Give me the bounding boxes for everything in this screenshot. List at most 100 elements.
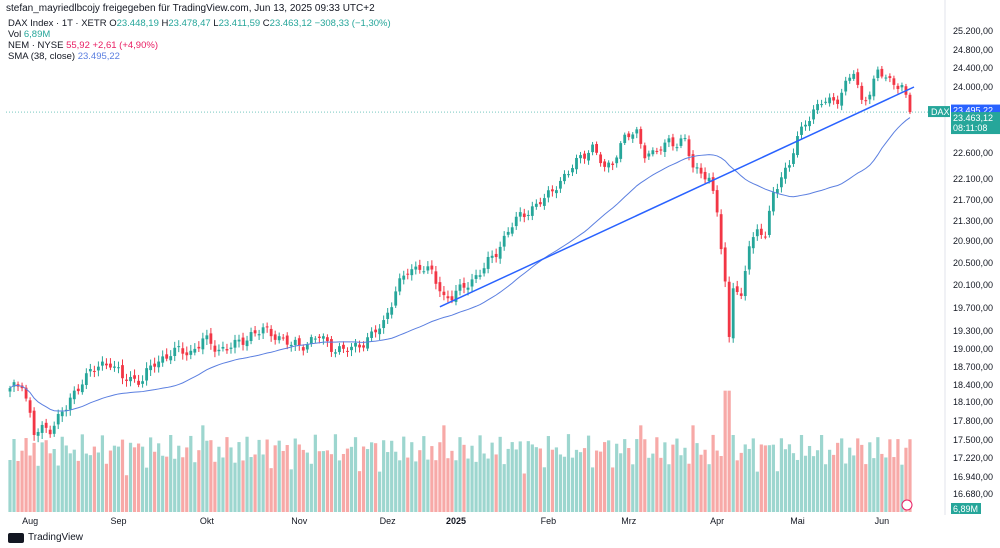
volume-bar bbox=[582, 448, 587, 512]
volume-bar bbox=[767, 445, 771, 512]
volume-bar bbox=[149, 437, 153, 512]
candle-body bbox=[265, 326, 269, 328]
candle-body bbox=[534, 203, 538, 207]
volume-bar bbox=[603, 442, 607, 512]
volume-bar bbox=[647, 457, 651, 512]
candle-body bbox=[414, 266, 418, 270]
volume-bar bbox=[414, 461, 418, 512]
candle-body bbox=[350, 346, 353, 351]
candle-body bbox=[56, 413, 60, 425]
candle-body bbox=[52, 425, 56, 434]
volume-bar bbox=[663, 442, 667, 512]
volume-bar bbox=[213, 461, 217, 512]
x-tick-label: Dez bbox=[380, 516, 397, 526]
candle-body bbox=[225, 349, 229, 351]
y-tick-label: 20.100,00 bbox=[953, 280, 993, 290]
symbol-name[interactable]: DAX Index · 1T · XETR bbox=[8, 18, 107, 29]
volume-bar bbox=[181, 457, 185, 512]
volume-bar bbox=[76, 460, 80, 512]
volume-bar bbox=[221, 457, 225, 512]
y-tick-label: 18.400,00 bbox=[953, 380, 993, 390]
volume-bar bbox=[639, 425, 643, 512]
candle-body bbox=[313, 338, 317, 340]
candle-body bbox=[24, 387, 28, 399]
volume-bar bbox=[840, 438, 844, 512]
candle-body bbox=[434, 271, 438, 284]
volume-bar bbox=[819, 434, 824, 512]
volume-bar bbox=[799, 434, 804, 512]
candle-body bbox=[735, 286, 739, 293]
candle-body bbox=[651, 150, 655, 155]
candle-body bbox=[900, 85, 904, 88]
volume-bar bbox=[418, 450, 422, 512]
candle-body bbox=[84, 373, 88, 386]
candle-body bbox=[32, 410, 36, 435]
volume-bar bbox=[225, 437, 229, 512]
legend-main: DAX Index · 1T · XETR O23.448,19 H23.478… bbox=[8, 18, 391, 29]
candle-body bbox=[542, 198, 546, 206]
volume-bar bbox=[494, 454, 498, 512]
candle-body bbox=[567, 174, 570, 176]
candle-body bbox=[514, 216, 518, 227]
candle-body bbox=[40, 424, 44, 433]
volume-bar bbox=[719, 456, 723, 512]
candle-body bbox=[655, 150, 659, 152]
chart-legend: DAX Index · 1T · XETR O23.448,19 H23.478… bbox=[8, 18, 391, 62]
volume-bar bbox=[723, 390, 727, 512]
candle-body bbox=[422, 271, 426, 273]
volume-value-label: 6,89M bbox=[953, 504, 978, 514]
candle-body bbox=[788, 165, 791, 168]
volume-bar bbox=[574, 449, 579, 512]
volume-bar bbox=[675, 438, 679, 512]
candle-body bbox=[844, 80, 848, 92]
candle-body bbox=[169, 356, 173, 361]
volume-bar bbox=[795, 459, 800, 512]
candle-body bbox=[217, 349, 221, 352]
candle-body bbox=[808, 121, 811, 127]
candle-body bbox=[840, 92, 844, 106]
volume-bar bbox=[325, 450, 330, 512]
x-tick-label: Nov bbox=[291, 516, 308, 526]
volume-bar bbox=[245, 436, 249, 512]
x-tick-label: 2025 bbox=[446, 516, 466, 526]
candle-body bbox=[133, 375, 136, 379]
volume-bar bbox=[538, 448, 542, 512]
candle-body bbox=[595, 144, 599, 153]
volume-bar bbox=[116, 446, 121, 512]
price-chart[interactable]: 25.200,0024.800,0024.400,0024.000,0023.1… bbox=[0, 0, 1000, 532]
candle-body bbox=[683, 138, 687, 140]
volume-bar bbox=[398, 460, 402, 512]
candle-body bbox=[627, 133, 631, 138]
volume-bar bbox=[884, 457, 888, 512]
candle-body bbox=[137, 380, 140, 385]
volume-bar bbox=[896, 439, 900, 512]
volume-bar bbox=[739, 452, 743, 512]
candle-body bbox=[36, 431, 40, 436]
candle-body bbox=[253, 330, 257, 334]
candle-body bbox=[358, 344, 361, 348]
volume-bar bbox=[570, 457, 575, 512]
candle-body bbox=[755, 229, 759, 237]
candle-body bbox=[342, 344, 345, 349]
candle-body bbox=[201, 338, 205, 350]
volume-bar bbox=[747, 448, 751, 512]
candle-body bbox=[462, 283, 466, 288]
y-tick-label: 19.300,00 bbox=[953, 326, 993, 336]
candle-body bbox=[872, 78, 876, 97]
volume-bar bbox=[848, 447, 852, 512]
y-tick-label: 21.300,00 bbox=[953, 216, 993, 226]
volume-bar bbox=[132, 447, 137, 512]
legend-sma: SMA (38, close) 23.495,22 bbox=[8, 51, 120, 62]
volume-bar bbox=[534, 447, 538, 512]
volume-bar bbox=[458, 437, 462, 512]
volume-bar bbox=[169, 434, 173, 512]
volume-bar bbox=[876, 437, 880, 512]
volume-bar bbox=[530, 444, 534, 512]
y-tick-label: 20.500,00 bbox=[953, 258, 993, 268]
y-tick-label: 18.100,00 bbox=[953, 397, 993, 407]
candle-body bbox=[506, 231, 510, 235]
candle-body bbox=[546, 190, 550, 198]
volume-bar bbox=[811, 456, 816, 512]
volume-bar bbox=[667, 464, 671, 512]
candle-body bbox=[474, 275, 478, 279]
